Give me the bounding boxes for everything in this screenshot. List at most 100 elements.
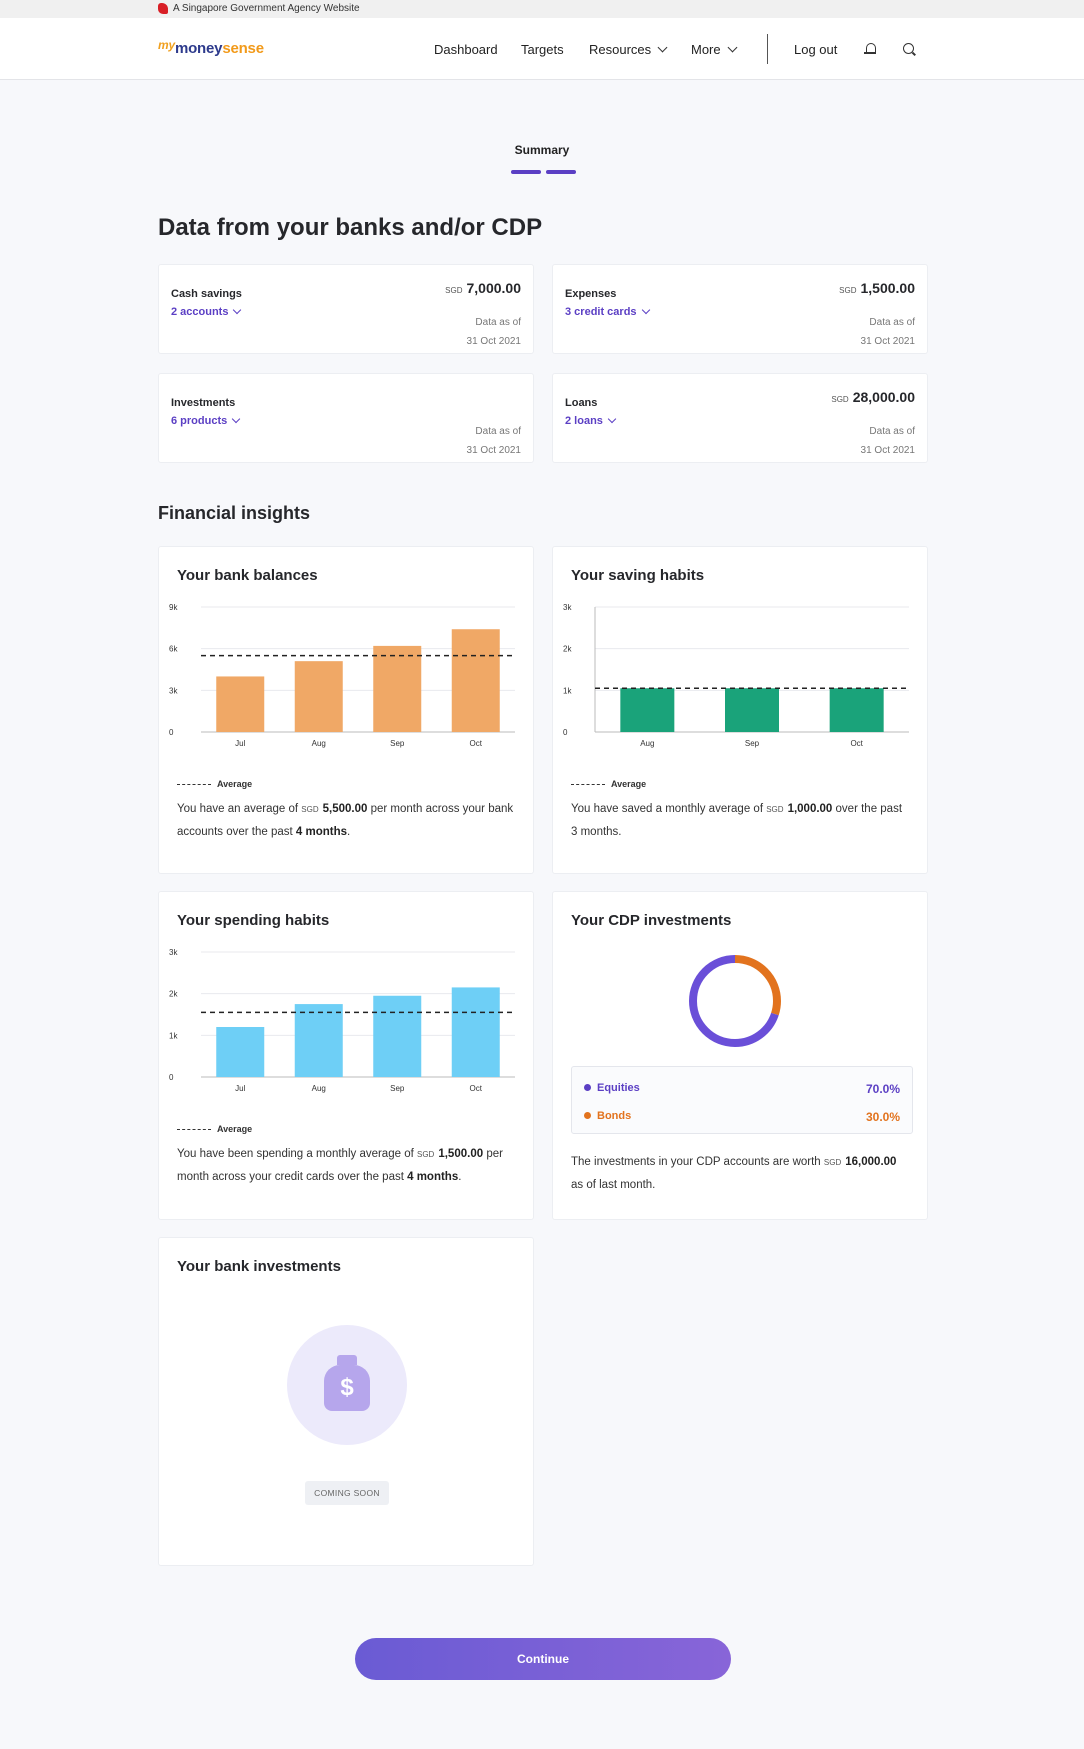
legend-bonds: Bonds 30.0% (584, 1110, 900, 1124)
cdp-investments-title: Your CDP investments (571, 912, 732, 929)
x-tick-label: Sep (390, 739, 405, 748)
cdp-legend: Equities 70.0% Bonds 30.0% (571, 1066, 913, 1134)
text-pre: The investments in your CDP accounts are… (571, 1156, 821, 1168)
cash-savings-card: Cash savings 2 accounts SGD 7,000.00 Data… (158, 264, 534, 354)
y-tick-label: 6k (169, 645, 178, 654)
text-end: . (458, 1171, 462, 1183)
credit-cards-toggle[interactable]: 3 credit cards (565, 305, 650, 318)
cash-savings-label: Cash savings (171, 288, 242, 300)
y-tick-label: 0 (563, 728, 568, 737)
bar-oct[interactable] (451, 987, 500, 1077)
search-icon[interactable] (903, 43, 914, 54)
bag-top (337, 1355, 357, 1365)
dashed-line-icon (177, 784, 211, 786)
date-label: Data as of (475, 426, 521, 437)
bank-balances-chart: 0 3k 6k 9k Jul Aug Sep Oct (169, 603, 515, 748)
bar-sep[interactable] (373, 645, 422, 732)
bar-sep[interactable] (725, 688, 779, 732)
data-date: Data as of 31 Oct 2021 (861, 422, 915, 460)
amount-value: 1,500.00 (860, 280, 916, 296)
amount-value: 28,000.00 (852, 389, 915, 405)
logo[interactable]: mymoneysense (158, 38, 264, 57)
bank-balances-card: Your bank balances 0 3k 6k 9k Jul Aug Sep Oct A… (158, 546, 534, 874)
donut-slice-equities[interactable] (689, 955, 781, 1047)
text-end: as of last month. (571, 1179, 656, 1191)
bar-oct[interactable] (829, 688, 884, 732)
dashed-line-icon (571, 784, 605, 786)
nav-divider (767, 34, 768, 64)
nav-targets[interactable]: Targets (521, 42, 564, 57)
text-end: . (347, 826, 351, 838)
cdp-amount: 16,000.00 (845, 1156, 897, 1168)
logo-sense: sense (222, 40, 264, 57)
logout-link[interactable]: Log out (794, 42, 838, 57)
y-tick-label: 9k (169, 603, 178, 612)
date-label: Data as of (869, 426, 915, 437)
bonds-label: Bonds (597, 1110, 632, 1122)
bar-jul[interactable] (216, 1027, 265, 1077)
bonds-dot-icon (584, 1112, 591, 1119)
y-tick-label: 3k (563, 603, 572, 612)
chevron-down-icon (657, 42, 668, 53)
nav-more[interactable]: More (691, 42, 738, 57)
average-legend: Average (177, 1124, 252, 1134)
chevron-down-icon (607, 414, 617, 424)
average-legend: Average (177, 779, 252, 789)
chevron-down-icon (233, 305, 242, 315)
cash-accounts-toggle[interactable]: 2 accounts (171, 305, 242, 318)
bank-balances-title: Your bank balances (177, 567, 318, 584)
equities-dot-icon (584, 1084, 591, 1091)
nav-more-label: More (691, 42, 721, 57)
bar-aug[interactable] (294, 661, 343, 732)
bar-oct[interactable] (451, 629, 500, 732)
continue-button[interactable]: Continue (355, 1638, 731, 1680)
dollar-icon: $ (324, 1365, 370, 1411)
x-tick-label: Aug (640, 739, 654, 748)
x-tick-label: Jul (235, 739, 245, 748)
cash-savings-amount: SGD 7,000.00 (445, 280, 521, 296)
expenses-label: Expenses (565, 288, 617, 300)
bank-investments-title: Your bank investments (177, 1258, 341, 1275)
x-tick-label: Oct (470, 1084, 483, 1093)
bank-investments-card: Your bank investments $ COMING SOON (158, 1237, 534, 1566)
currency-label: SGD (766, 805, 784, 814)
coming-soon-badge: COMING SOON (305, 1481, 389, 1505)
bar-sep[interactable] (373, 995, 422, 1077)
nav-resources[interactable]: Resources (589, 42, 668, 57)
y-tick-label: 1k (563, 686, 572, 695)
currency-label: SGD (823, 1158, 842, 1167)
text-pre: You have been spending a monthly average… (177, 1148, 414, 1160)
spending-habits-text: You have been spending a monthly average… (177, 1143, 517, 1188)
loans-link: 2 loans (565, 415, 603, 427)
bar-aug[interactable] (620, 688, 675, 732)
y-tick-label: 1k (169, 1031, 178, 1040)
loans-card: Loans 2 loans SGD 28,000.00 Data as of 31 … (552, 373, 928, 463)
nav-dashboard[interactable]: Dashboard (434, 42, 498, 57)
data-date: Data as of 31 Oct 2021 (861, 313, 915, 351)
gov-banner: A Singapore Government Agency Website (0, 0, 1084, 18)
chevron-down-icon (641, 305, 650, 315)
currency-label: SGD (831, 395, 849, 404)
legend-label: Average (217, 779, 253, 789)
step-indicator-1 (511, 170, 541, 174)
loans-toggle[interactable]: 2 loans (565, 414, 617, 427)
saving-habits-title: Your saving habits (571, 567, 705, 584)
bar-jul[interactable] (216, 676, 265, 732)
cdp-investments-card: Your CDP investments Equities 70.0% Bonds… (552, 891, 928, 1220)
currency-label: SGD (445, 286, 463, 295)
bell-icon[interactable] (864, 42, 876, 56)
text-pre: You have an average of (177, 803, 299, 815)
period-value: 4 months (407, 1171, 459, 1183)
credit-cards-link: 3 credit cards (565, 306, 637, 318)
step-indicator-2 (546, 170, 576, 174)
text-pre: You have saved a monthly average of (571, 803, 764, 815)
step-label: Summary (514, 143, 570, 157)
date-value: 31 Oct 2021 (860, 336, 915, 347)
data-date: Data as of 31 Oct 2021 (467, 313, 521, 351)
products-toggle[interactable]: 6 products (171, 414, 241, 427)
bar-aug[interactable] (294, 1004, 343, 1077)
products-link: 6 products (171, 415, 228, 427)
dashed-line-icon (177, 1129, 211, 1131)
legend-label: Average (611, 779, 647, 789)
x-tick-label: Sep (390, 1084, 405, 1093)
